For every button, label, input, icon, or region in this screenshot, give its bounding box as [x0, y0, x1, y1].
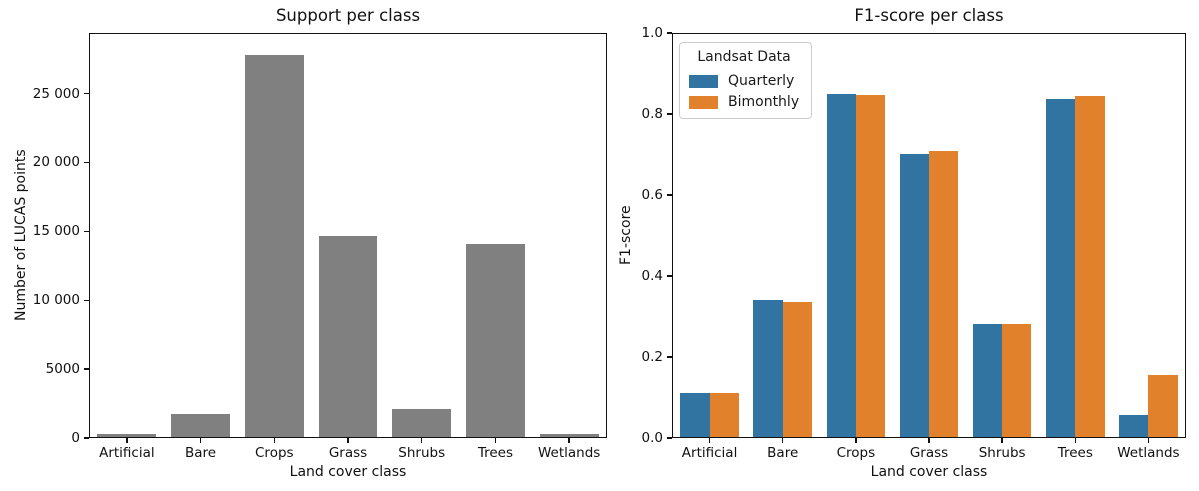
x-tick-label: Crops: [255, 445, 294, 461]
x-tick: [347, 438, 349, 443]
legend-label-quarterly: Quarterly: [728, 73, 795, 89]
bar-bimonthly-trees: [1075, 96, 1105, 437]
x-tick-label: Artificial: [681, 445, 738, 461]
bar-bimonthly-shrubs: [1002, 323, 1032, 437]
x-tick: [928, 438, 930, 443]
x-tick-label: Crops: [836, 445, 876, 461]
y-tick: [84, 368, 89, 370]
x-tick: [855, 438, 857, 443]
y-tick-label: 0.4: [641, 268, 663, 284]
bar-quarterly-shrubs: [972, 323, 1003, 437]
y-tick: [667, 32, 672, 34]
x-tick: [199, 438, 202, 443]
x-tick-label: Trees: [1057, 445, 1093, 461]
bar-support-wetlands: [539, 434, 599, 437]
bar-support-grass: [318, 236, 378, 437]
bar-quarterly-wetlands: [1119, 414, 1149, 437]
bar-support-shrubs: [392, 408, 452, 437]
legend-entry-bimonthly: Bimonthly: [689, 94, 799, 110]
x-tick: [421, 438, 423, 443]
x-tick-label: Grass: [909, 445, 949, 461]
x-axis-label-f1: Land cover class: [870, 464, 988, 480]
x-tick-label: Shrubs: [978, 445, 1026, 461]
x-tick: [494, 438, 497, 443]
x-tick: [708, 438, 711, 443]
x-tick-label: Trees: [477, 445, 514, 461]
legend-entry-quarterly: Quarterly: [689, 73, 799, 89]
bar-quarterly-crops: [826, 93, 856, 437]
chart-title-support: Support per class: [275, 6, 421, 25]
y-tick-label: 0.6: [641, 187, 663, 203]
bar-quarterly-trees: [1046, 98, 1076, 437]
y-axis-label-f1: F1-score: [618, 205, 634, 266]
y-tick: [667, 194, 672, 196]
bar-bimonthly-wetlands: [1148, 374, 1178, 437]
bar-quarterly-grass: [899, 154, 929, 437]
x-tick: [568, 438, 570, 443]
y-tick: [84, 437, 89, 439]
bar-quarterly-artificial: [680, 393, 710, 437]
y-tick-label: 0: [71, 430, 80, 446]
bar-quarterly-bare: [753, 299, 783, 437]
bar-bimonthly-bare: [782, 302, 812, 437]
bar-bimonthly-artificial: [709, 393, 739, 437]
y-tick-label: 0.2: [641, 349, 663, 365]
x-tick: [1074, 438, 1076, 443]
x-tick-label: Bare: [185, 445, 217, 461]
x-tick: [273, 438, 275, 443]
x-tick: [1001, 438, 1003, 443]
bimonthly-swatch-icon: [689, 95, 718, 109]
y-tick-label: 25 000: [32, 85, 80, 102]
y-tick-label: 0.0: [641, 430, 663, 446]
y-tick: [84, 161, 89, 164]
y-tick: [84, 92, 89, 95]
y-tick: [667, 113, 672, 115]
bar-support-bare: [171, 414, 231, 437]
y-tick: [667, 437, 672, 439]
x-tick: [782, 438, 784, 443]
x-tick-label: Artificial: [99, 445, 155, 461]
y-tick-label: 10 000: [32, 292, 80, 309]
quarterly-swatch-icon: [689, 74, 718, 88]
legend: Landsat Data Quarterly Bimonthly: [679, 42, 813, 119]
y-tick-label: 20 000: [32, 154, 80, 171]
x-tick-label: Bare: [767, 445, 799, 461]
bar-bimonthly-crops: [855, 94, 886, 437]
legend-title: Landsat Data: [697, 49, 791, 65]
y-tick: [667, 356, 672, 358]
x-tick-label: Wetlands: [537, 445, 601, 461]
bar-support-trees: [465, 244, 525, 437]
chart-title-f1: F1-score per class: [854, 6, 1004, 25]
bar-support-crops: [244, 54, 304, 437]
bar-support-artificial: [97, 434, 157, 437]
x-axis-label-support: Land cover class: [289, 464, 407, 480]
plot-area-support: [89, 33, 607, 438]
y-tick: [84, 230, 89, 232]
x-tick-label: Wetlands: [1117, 445, 1180, 461]
x-tick: [126, 438, 128, 443]
y-tick: [84, 299, 89, 301]
plot-area-f1: [672, 33, 1186, 438]
x-tick-label: Grass: [328, 445, 368, 461]
y-tick-label: 1.0: [641, 25, 663, 41]
bar-bimonthly-grass: [929, 150, 959, 437]
y-tick-label: 15 000: [32, 223, 80, 240]
legend-label-bimonthly: Bimonthly: [728, 94, 800, 110]
y-tick: [667, 275, 672, 277]
y-tick-label: 0.8: [641, 106, 663, 122]
x-tick-label: Shrubs: [398, 445, 446, 461]
y-tick-label: 5000: [45, 361, 80, 378]
x-tick: [1147, 438, 1150, 443]
